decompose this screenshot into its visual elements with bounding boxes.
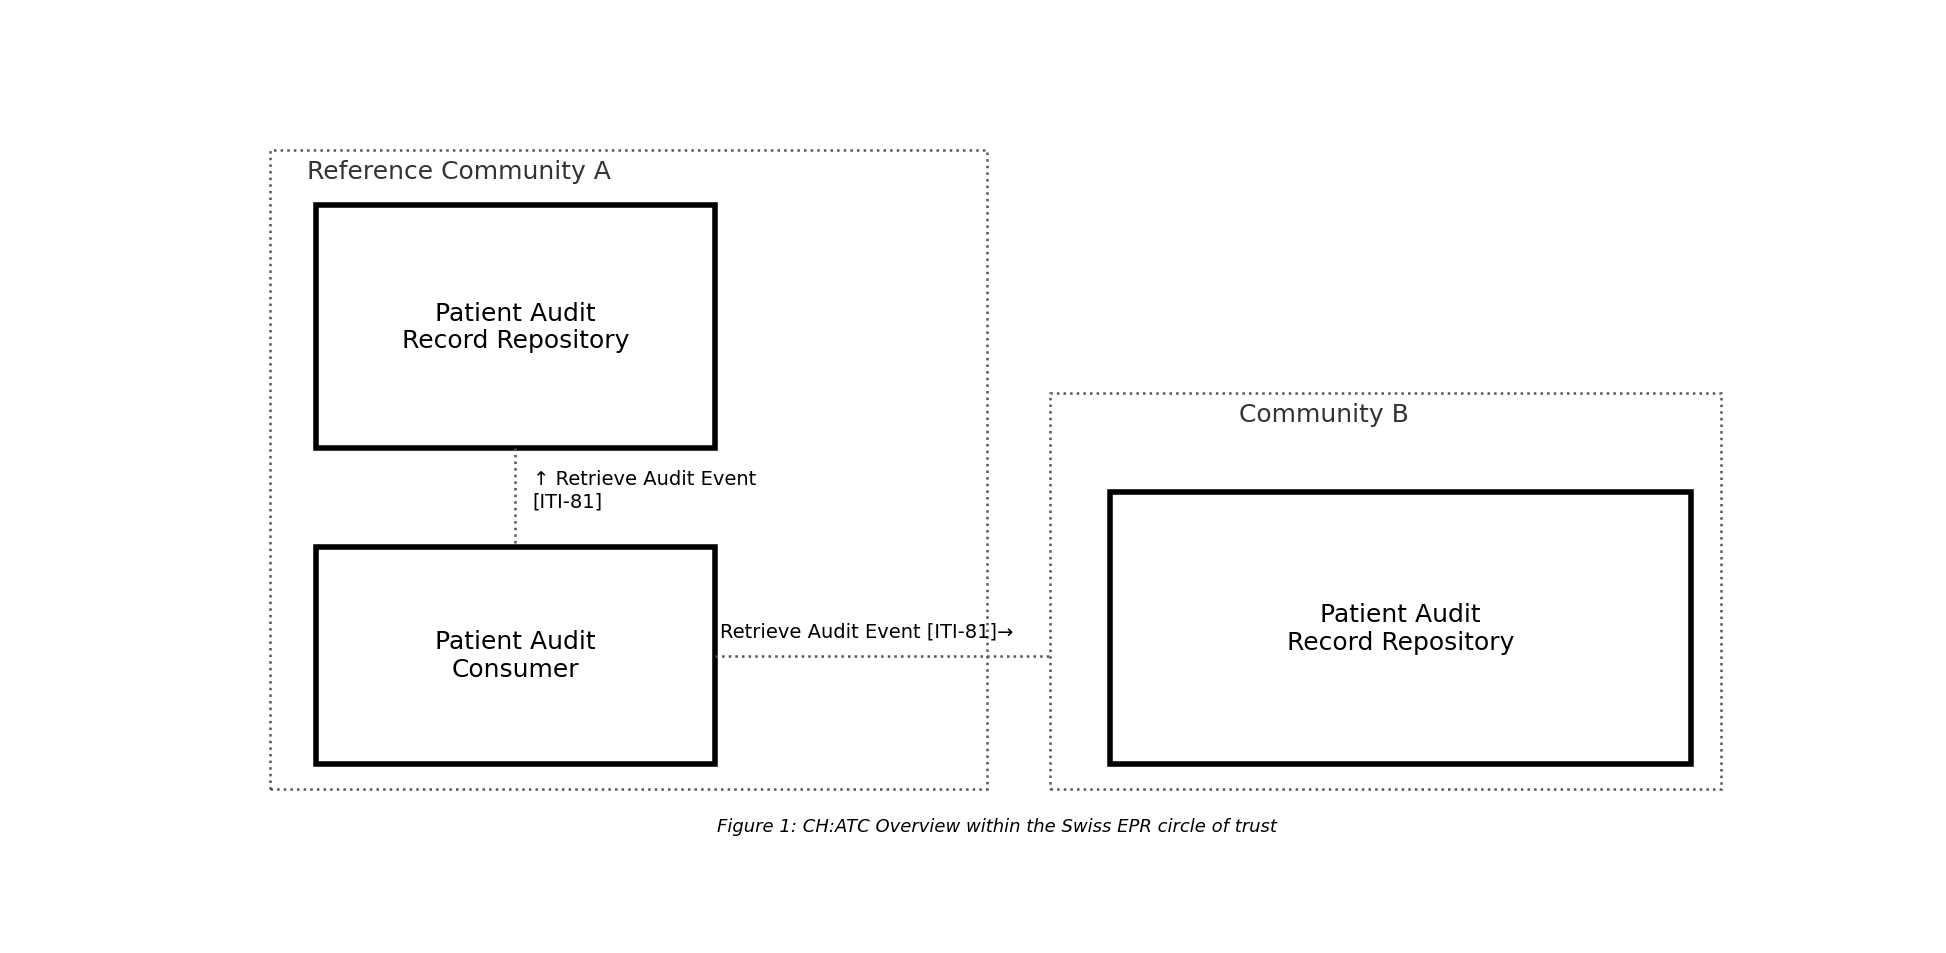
- Text: Patient Audit
Consumer: Patient Audit Consumer: [436, 630, 595, 681]
- Bar: [315, 547, 716, 763]
- Bar: [270, 151, 987, 789]
- Text: Patient Audit
Record Repository: Patient Audit Record Repository: [1286, 602, 1514, 654]
- Text: Reference Community A: Reference Community A: [307, 160, 611, 184]
- Bar: [315, 206, 716, 448]
- Bar: [1051, 394, 1722, 789]
- Text: Figure 1: CH:ATC Overview within the Swiss EPR circle of trust: Figure 1: CH:ATC Overview within the Swi…: [718, 817, 1277, 835]
- Bar: [1111, 493, 1691, 763]
- Text: ↑ Retrieve Audit Event
[ITI-81]: ↑ Retrieve Audit Event [ITI-81]: [533, 470, 757, 511]
- Text: Retrieve Audit Event [ITI-81]→: Retrieve Audit Event [ITI-81]→: [720, 622, 1014, 641]
- Text: Patient Audit
Record Repository: Patient Audit Record Repository: [401, 301, 629, 353]
- Text: Community B: Community B: [1240, 402, 1409, 426]
